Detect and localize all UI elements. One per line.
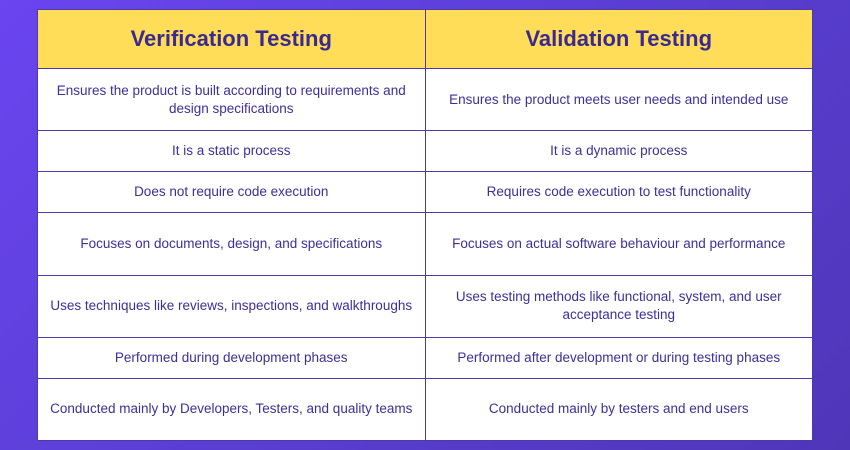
comparison-table-container: Verification Testing Validation Testing … bbox=[37, 9, 813, 442]
verification-cell: Does not require code execution bbox=[37, 171, 426, 214]
comparison-table: Verification Testing Validation Testing … bbox=[37, 9, 813, 442]
header-verification-testing: Verification Testing bbox=[37, 9, 426, 69]
verification-cell: Ensures the product is built according t… bbox=[37, 67, 426, 132]
verification-cell: Conducted mainly by Developers, Testers,… bbox=[37, 377, 426, 442]
verification-cell: Performed during development phases bbox=[37, 336, 426, 379]
verification-cell: It is a static process bbox=[37, 130, 426, 173]
validation-cell: Requires code execution to test function… bbox=[424, 171, 813, 214]
table-row: Focuses on documents, design, and specif… bbox=[37, 212, 813, 276]
table-row: Ensures the product is built according t… bbox=[37, 67, 813, 132]
validation-cell: Performed after development or during te… bbox=[424, 336, 813, 379]
table-row: It is a static process It is a dynamic p… bbox=[37, 130, 813, 173]
validation-cell: It is a dynamic process bbox=[424, 130, 813, 173]
validation-cell: Focuses on actual software behaviour and… bbox=[424, 212, 813, 276]
header-validation-testing: Validation Testing bbox=[424, 9, 813, 69]
table-row: Uses techniques like reviews, inspection… bbox=[37, 274, 813, 338]
verification-cell: Focuses on documents, design, and specif… bbox=[37, 212, 426, 276]
validation-cell: Ensures the product meets user needs and… bbox=[424, 67, 813, 132]
table-row: Does not require code execution Requires… bbox=[37, 171, 813, 214]
table-row: Conducted mainly by Developers, Testers,… bbox=[37, 377, 813, 442]
table-header-row: Verification Testing Validation Testing bbox=[37, 9, 813, 69]
verification-cell: Uses techniques like reviews, inspection… bbox=[37, 274, 426, 338]
table-row: Performed during development phases Perf… bbox=[37, 336, 813, 379]
validation-cell: Uses testing methods like functional, sy… bbox=[424, 274, 813, 338]
validation-cell: Conducted mainly by testers and end user… bbox=[424, 377, 813, 442]
